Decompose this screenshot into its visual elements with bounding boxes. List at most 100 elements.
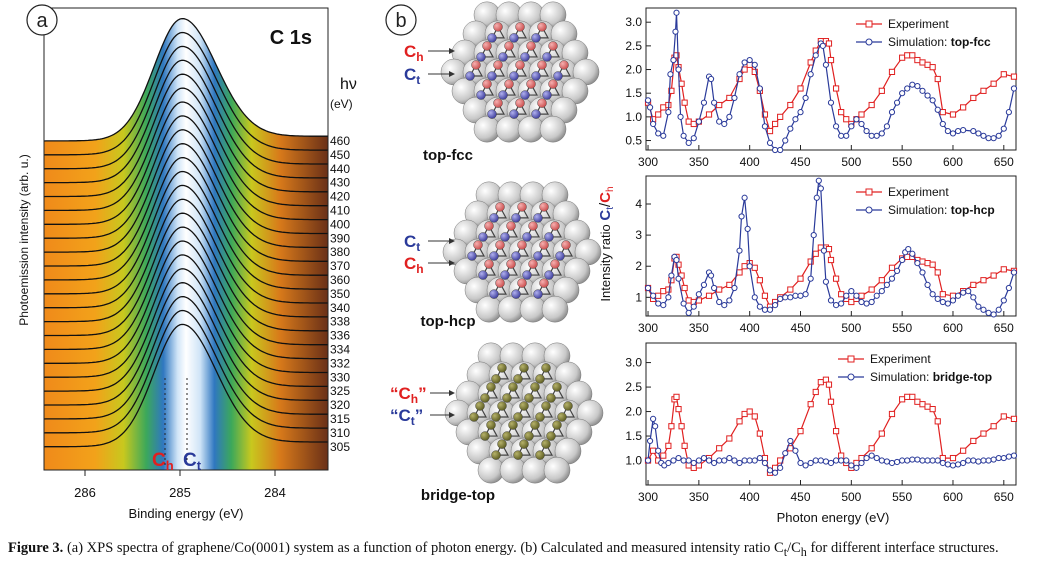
simulation-point [721,120,728,128]
x-tick-label: 650 [994,155,1014,169]
carbon-atom [509,71,519,81]
experiment-point [660,288,667,295]
carbon-atom [544,270,554,280]
simulation-point [644,284,652,292]
carbon-atom [531,71,541,81]
simulation-point [1005,109,1012,116]
y-tick-label: 3.0 [625,356,642,370]
experiment-point [812,388,819,396]
experiment-point [924,61,931,68]
experiment-point [673,393,680,400]
graphene-bond [534,63,550,77]
graphene-bond [514,205,530,219]
experiment-point [888,264,896,271]
carbon-atom [508,420,518,430]
experiment-point [868,101,875,109]
simulation-point [644,97,652,104]
simulation-point [924,457,931,464]
graphene-bond [516,366,532,380]
simulation-point [1010,269,1018,276]
simulation-point [858,459,865,467]
simulation-point [761,123,769,130]
simulation-point [787,125,794,132]
carbon-atom [530,382,540,392]
simulation-point [1010,85,1018,92]
experiment-point [832,85,840,92]
experiment-point [899,396,906,403]
graphene-bond [472,404,488,418]
experiment-point [797,85,804,92]
simulation-point [939,120,946,128]
graphene-bond [534,101,550,115]
energy-label: 410 [330,204,350,218]
experiment-point [949,454,957,462]
structure-label-top-fcc: top-fcc Ch Ct [404,42,473,164]
simulation-point [899,90,906,97]
energy-labels: 4604504404304204104003903803703603503403… [330,134,350,454]
experiment-point [858,111,865,118]
experiment-point [726,94,733,102]
simulation-point [756,85,763,92]
simulation-point [822,278,830,285]
graphene-bond [523,44,539,58]
simulation-point [820,247,827,254]
simulation-point [655,300,662,307]
simulation-point [858,298,865,306]
simulation-point [827,99,835,106]
ratio-chart-bridge-top: 1.0 1.5 2.0 2.5 3.0 300 350 400 450 500 550 600 650 E… [625,342,1018,504]
simulation-point [919,457,926,464]
simulation-point [883,281,891,288]
carbon-atom [506,221,516,231]
simulation-point [868,452,875,459]
panel-a-xlabel: Binding energy (eV) [129,506,244,521]
experiment-point [980,430,987,437]
simulation-point [690,135,697,142]
spectrum-line [44,87,328,212]
carbon-atom [493,22,503,32]
carbon-atom [484,221,494,231]
simulation-point [954,292,962,299]
carbon-atom [519,439,529,449]
simulation-point [848,462,855,469]
simulation-point [690,303,697,310]
simulation-point [716,298,723,306]
simulation-point [838,132,845,139]
experiment-point [812,250,819,257]
experiment-point [761,111,769,118]
carbon-atom [513,374,523,384]
x-tick-label: 286 [74,485,96,500]
simulation-point [726,454,733,462]
carbon-atom [469,412,479,422]
simulation-point [995,306,1002,313]
carbon-atom [526,79,536,89]
graphene-bond [483,385,499,399]
carbon-atom [526,41,536,51]
simulation-point [695,118,702,125]
simulation-point [751,294,758,301]
simulation-point [843,457,850,464]
experiment-point [848,298,855,306]
simulation-point [695,291,702,298]
carbon-atom [528,259,538,269]
carbon-atom [493,98,503,108]
simulation-point [873,454,880,462]
graphene-bond [468,63,484,77]
energy-label: 320 [330,398,350,412]
simulation-point [970,127,977,135]
graphene-bond [512,63,528,77]
carbon-atom [515,98,525,108]
experiment-point [909,52,916,59]
carbon-atom [519,363,529,373]
energy-label: 380 [330,245,350,259]
simulation-point [822,458,830,465]
graphene-bond [536,243,552,257]
experiment-point [655,292,662,299]
ct-marker-label: Ct [183,450,202,473]
ratio-chart-top-fcc: 0.5 1.0 1.5 2.0 2.5 3.0 300 350 400 450 500 550 600 6… [625,7,1018,169]
graphene-bond [512,101,528,115]
carbon-atom [559,60,569,70]
panel-b-ylabel: Intensity ratio Ct/Ch [597,186,616,301]
legend-label: Simulation: bridge-top [870,370,992,384]
x-tick-label: 300 [638,490,658,504]
y-tick-label: 1.5 [625,86,642,100]
